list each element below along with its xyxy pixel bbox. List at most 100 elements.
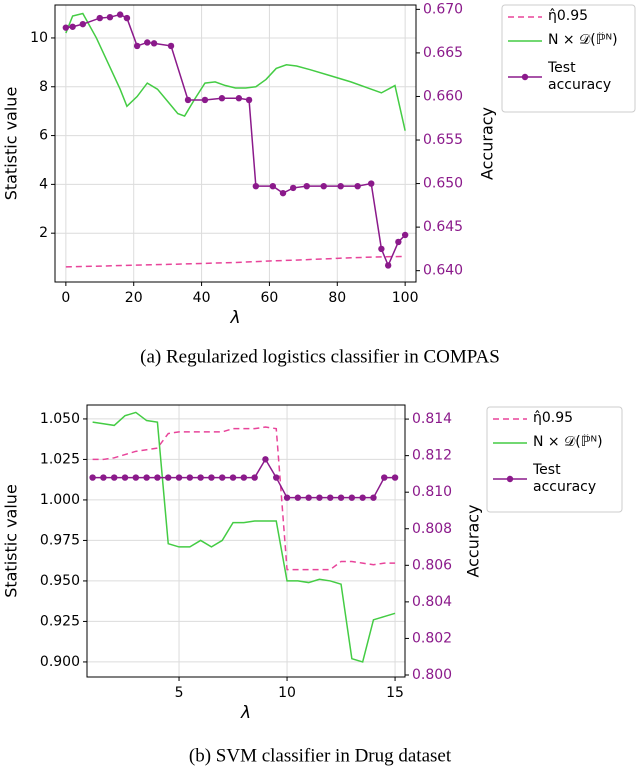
marker — [273, 474, 280, 481]
y-tick-label: 1.050 — [40, 411, 80, 427]
marker — [186, 474, 194, 481]
marker — [303, 182, 310, 190]
marker — [167, 42, 175, 50]
marker — [279, 189, 287, 197]
marker — [240, 474, 248, 481]
legend-entry: Test accuracy — [533, 462, 597, 495]
marker — [381, 474, 388, 481]
y2-tick-label: 0.804 — [412, 594, 452, 610]
marker — [106, 13, 114, 21]
y2-tick-label: 0.665 — [423, 45, 463, 61]
legend-entry: Test accuracy — [548, 60, 612, 93]
marker — [354, 182, 361, 190]
marker — [132, 474, 140, 481]
marker — [96, 14, 103, 22]
marker — [368, 180, 375, 187]
y2-tick-label: 0.814 — [412, 411, 452, 427]
marker — [229, 474, 237, 481]
legend-box — [486, 406, 623, 513]
marker — [252, 182, 260, 190]
marker — [121, 474, 129, 481]
y2-tick-label: 0.800 — [412, 667, 452, 683]
series-line — [65, 13, 406, 268]
y2-axis-label: Accuracy — [478, 107, 497, 180]
y-tick-label: 4 — [39, 176, 48, 192]
y2-tick-label: 0.645 — [423, 219, 463, 235]
x-tick-label: 60 — [261, 290, 279, 306]
marker — [116, 11, 124, 18]
marker — [378, 245, 385, 253]
x-tick-label: 5 — [175, 685, 184, 701]
marker — [201, 96, 209, 104]
x-tick-label: 10 — [278, 685, 296, 701]
marker — [294, 494, 302, 501]
marker — [143, 474, 150, 481]
y2-tick-label: 0.808 — [412, 521, 452, 537]
legend-box — [501, 4, 636, 113]
caption: (b) SVM classifier in Drug dataset — [189, 745, 452, 766]
x-tick-label: 20 — [125, 290, 143, 306]
y-tick-label: 0.975 — [40, 532, 80, 548]
marker — [269, 182, 277, 190]
legend-label: η̂0.95 — [548, 8, 589, 24]
marker — [348, 494, 356, 501]
marker — [391, 474, 399, 481]
marker — [219, 474, 226, 481]
marker — [150, 40, 158, 47]
y2-tick-label: 0.810 — [412, 484, 452, 500]
marker — [62, 24, 70, 31]
marker — [337, 494, 345, 501]
x-axis-label: λ — [229, 308, 240, 328]
marker — [384, 262, 392, 269]
marker — [401, 231, 409, 239]
plot-frame — [54, 4, 417, 283]
y2-tick-label: 0.660 — [423, 88, 463, 104]
y2-tick-label: 0.655 — [423, 132, 463, 148]
y2-tick-label: 0.812 — [412, 448, 452, 464]
y-tick-label: 0.900 — [40, 654, 80, 670]
caption: (a) Regularized logistics classifier in … — [140, 346, 500, 367]
y2-tick-label: 0.670 — [423, 1, 463, 17]
legend-label: Test accuracy — [533, 462, 597, 495]
marker — [100, 474, 107, 481]
plot-frame — [86, 404, 406, 678]
legend-label: N × 𝒟(ℙ̂ᴺ) — [533, 434, 603, 450]
marker — [316, 494, 323, 501]
y2-axis-label: Accuracy — [464, 504, 483, 577]
y-axis-label: Statistic value — [2, 87, 21, 201]
marker — [262, 456, 269, 463]
legend-label: Test accuracy — [548, 60, 612, 93]
legend-entry: N × 𝒟(ℙ̂ᴺ) — [533, 434, 603, 450]
marker — [197, 474, 204, 481]
y-tick-label: 6 — [39, 128, 48, 144]
marker — [165, 474, 172, 481]
marker — [370, 494, 377, 501]
marker — [245, 96, 253, 104]
marker — [359, 494, 366, 501]
y-axis-label: Statistic value — [2, 484, 21, 598]
y-tick-label: 1.000 — [40, 492, 80, 508]
marker — [123, 14, 131, 22]
marker — [133, 42, 141, 50]
legend-entry: N × 𝒟(ℙ̂ᴺ) — [548, 32, 618, 48]
series-line — [65, 12, 406, 131]
y-tick-label: 0.925 — [40, 613, 80, 629]
y-tick-label: 1.025 — [40, 451, 80, 467]
marker — [111, 474, 118, 481]
legend-label: η̂0.95 — [533, 410, 574, 426]
marker — [79, 20, 87, 28]
marker — [144, 39, 151, 46]
series-line — [92, 426, 396, 571]
y2-tick-label: 0.806 — [412, 557, 452, 573]
marker — [218, 95, 226, 102]
marker — [395, 238, 402, 246]
legend-marker — [521, 73, 529, 81]
y-tick-label: 10 — [30, 30, 48, 46]
series-line — [65, 255, 406, 268]
marker — [184, 96, 192, 104]
marker — [283, 494, 291, 501]
x-tick-label: 0 — [61, 290, 70, 306]
marker — [305, 494, 312, 501]
marker — [320, 182, 327, 190]
